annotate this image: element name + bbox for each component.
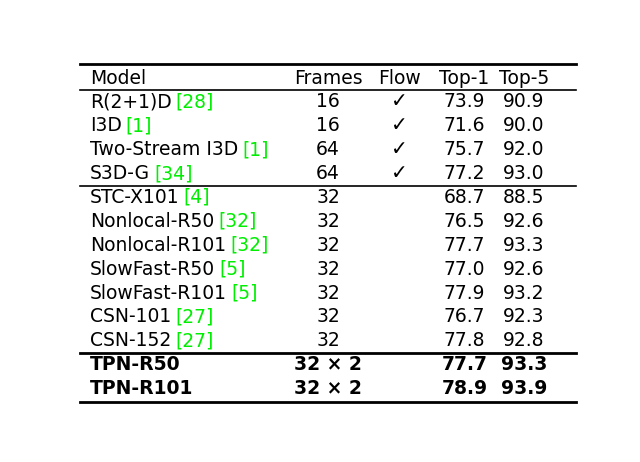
Text: R(2+1)D: R(2+1)D: [90, 92, 172, 111]
Text: 32: 32: [316, 212, 340, 231]
Text: [27]: [27]: [175, 307, 214, 327]
Text: Model: Model: [90, 68, 146, 88]
Text: 76.7: 76.7: [444, 307, 485, 327]
Text: 32: 32: [316, 236, 340, 255]
Text: 32 × 2: 32 × 2: [294, 355, 362, 374]
Text: Top-5: Top-5: [499, 68, 549, 88]
Text: [5]: [5]: [231, 284, 257, 303]
Text: 32: 32: [316, 188, 340, 207]
Text: 32: 32: [316, 284, 340, 303]
Text: ✓: ✓: [392, 92, 408, 111]
Text: 93.3: 93.3: [500, 355, 547, 374]
Text: SlowFast-R50: SlowFast-R50: [90, 260, 215, 279]
Text: CSN-101: CSN-101: [90, 307, 171, 327]
Text: 92.3: 92.3: [503, 307, 545, 327]
Text: 93.9: 93.9: [500, 379, 547, 398]
Text: 75.7: 75.7: [444, 140, 485, 159]
Text: 92.6: 92.6: [503, 260, 545, 279]
Text: 90.9: 90.9: [503, 92, 545, 111]
Text: ✓: ✓: [392, 164, 408, 183]
Text: Nonlocal-R50: Nonlocal-R50: [90, 212, 214, 231]
Text: 73.9: 73.9: [444, 92, 485, 111]
Text: 64: 64: [316, 140, 340, 159]
Text: [28]: [28]: [175, 92, 214, 111]
Text: 76.5: 76.5: [444, 212, 485, 231]
Text: 77.0: 77.0: [444, 260, 485, 279]
Text: 90.0: 90.0: [503, 116, 545, 135]
Text: Nonlocal-R101: Nonlocal-R101: [90, 236, 226, 255]
Text: 93.3: 93.3: [503, 236, 545, 255]
Text: [1]: [1]: [126, 116, 152, 135]
Text: [32]: [32]: [230, 236, 268, 255]
Text: ✓: ✓: [392, 140, 408, 159]
Text: [34]: [34]: [154, 164, 193, 183]
Text: ✓: ✓: [392, 116, 408, 135]
Text: 92.8: 92.8: [503, 331, 545, 350]
Text: 77.7: 77.7: [442, 355, 488, 374]
Text: 32: 32: [316, 331, 340, 350]
Text: 77.8: 77.8: [444, 331, 485, 350]
Text: TPN-R50: TPN-R50: [90, 355, 180, 374]
Text: 93.0: 93.0: [503, 164, 545, 183]
Text: 77.2: 77.2: [444, 164, 485, 183]
Text: 32: 32: [316, 260, 340, 279]
Text: Frames: Frames: [294, 68, 362, 88]
Text: STC-X101: STC-X101: [90, 188, 180, 207]
Text: Top-1: Top-1: [439, 68, 490, 88]
Text: [32]: [32]: [218, 212, 257, 231]
Text: [4]: [4]: [184, 188, 210, 207]
Text: Flow: Flow: [378, 68, 421, 88]
Text: [1]: [1]: [242, 140, 269, 159]
Text: [5]: [5]: [219, 260, 246, 279]
Text: 16: 16: [316, 92, 340, 111]
Text: 92.0: 92.0: [503, 140, 545, 159]
Text: S3D-G: S3D-G: [90, 164, 150, 183]
Text: 32: 32: [316, 307, 340, 327]
Text: 64: 64: [316, 164, 340, 183]
Text: Two-Stream I3D: Two-Stream I3D: [90, 140, 238, 159]
Text: 77.7: 77.7: [444, 236, 485, 255]
Text: 32 × 2: 32 × 2: [294, 379, 362, 398]
Text: 78.9: 78.9: [442, 379, 488, 398]
Text: [27]: [27]: [175, 331, 214, 350]
Text: 93.2: 93.2: [503, 284, 545, 303]
Text: 77.9: 77.9: [444, 284, 485, 303]
Text: I3D: I3D: [90, 116, 122, 135]
Text: 88.5: 88.5: [503, 188, 545, 207]
Text: 71.6: 71.6: [444, 116, 485, 135]
Text: 68.7: 68.7: [444, 188, 485, 207]
Text: 92.6: 92.6: [503, 212, 545, 231]
Text: SlowFast-R101: SlowFast-R101: [90, 284, 227, 303]
Text: TPN-R101: TPN-R101: [90, 379, 193, 398]
Text: CSN-152: CSN-152: [90, 331, 171, 350]
Text: 16: 16: [316, 116, 340, 135]
